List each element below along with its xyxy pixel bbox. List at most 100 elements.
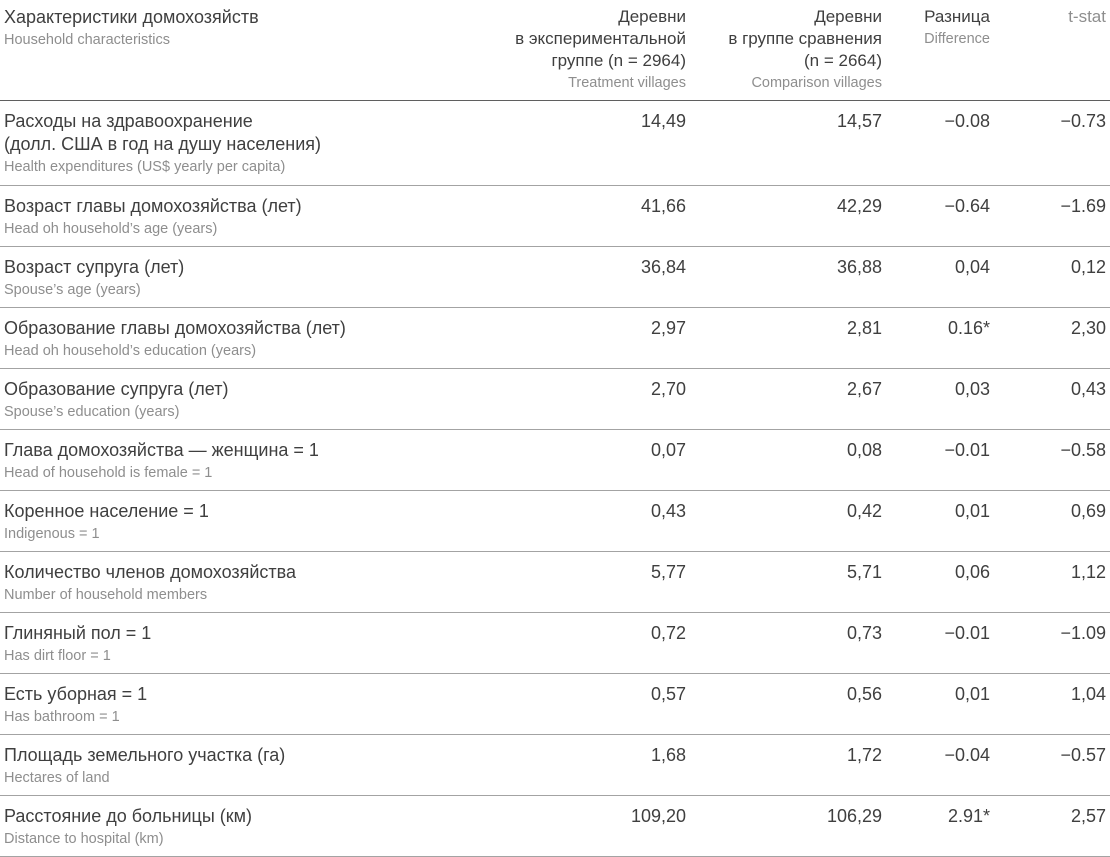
header-title-cell: Характеристики домохозяйств Household ch… [4,6,496,50]
comparison-value: 36,88 [836,257,882,277]
row-label-en: Distance to hospital (km) [4,831,164,847]
row-label-ru: Есть уборная = 1 [4,684,148,704]
row-label-en: Head oh household’s age (years) [4,221,218,237]
treatment-value: 0,57 [650,684,686,704]
row-label-en: Head of household is female = 1 [4,465,213,481]
row-label-cell: Площадь земельного участка (га) Hectares… [4,744,496,788]
header-comparison-column: Деревни в группе сравнения (n = 2664) Co… [686,6,882,93]
treatment-value: 0,07 [650,440,686,460]
difference-value: −0.64 [944,196,990,216]
table-row: Количество членов домохозяйства Number o… [0,552,1110,613]
comparison-value: 0,56 [846,684,882,704]
table-row: Возраст супруга (лет) Spouse’s age (year… [0,247,1110,308]
row-label-cell: Расходы на здравоохранение (долл. США в … [4,110,496,177]
comparison-value: 106,29 [826,806,882,826]
table-row: Глиняный пол = 1 Has dirt floor = 1 0,72… [0,613,1110,674]
row-label-ru: Коренное население = 1 [4,501,209,521]
table-row: Коренное население = 1 Indigenous = 1 0,… [0,491,1110,552]
header-tstat-label: t-stat [1068,7,1106,26]
row-label-cell: Есть уборная = 1 Has bathroom = 1 [4,683,496,727]
difference-value: −0.01 [944,623,990,643]
tstat-value: −1.69 [1060,196,1106,216]
table-row: Возраст главы домохозяйства (лет) Head o… [0,186,1110,247]
comparison-value: 0,42 [846,501,882,521]
tstat-value: 1,04 [1070,684,1106,704]
tstat-value: 0,43 [1070,379,1106,399]
row-label-cell: Расстояние до больницы (км) Distance to … [4,805,496,849]
row-label-cell: Возраст супруга (лет) Spouse’s age (year… [4,256,496,300]
difference-value: −0.04 [944,745,990,765]
table-title-ru: Характеристики домохозяйств [4,7,259,27]
table-row: Площадь земельного участка (га) Hectares… [0,735,1110,796]
row-label-en: Indigenous = 1 [4,526,100,542]
treatment-value: 2,70 [650,379,686,399]
difference-value: 0,06 [954,562,990,582]
comparison-value: 42,29 [836,196,882,216]
treatment-value: 14,49 [640,111,686,131]
row-label-ru: Возраст супруга (лет) [4,257,185,277]
comparison-value: 0,08 [846,440,882,460]
row-label-en: Spouse’s education (years) [4,404,180,420]
treatment-value: 109,20 [630,806,686,826]
treatment-value: 41,66 [640,196,686,216]
table-title-en: Household characteristics [4,32,171,48]
tstat-value: −1.09 [1060,623,1106,643]
header-treatment-ru: Деревни в экспериментальной группе (n = … [515,7,686,70]
difference-value: 0,01 [954,501,990,521]
row-label-cell: Образование супруга (лет) Spouse’s educa… [4,378,496,422]
row-label-cell: Глава домохозяйства — женщина = 1 Head o… [4,439,496,483]
row-label-en: Head oh household’s education (years) [4,343,257,359]
header-treatment-column: Деревни в экспериментальной группе (n = … [496,6,686,93]
table-row: Расходы на здравоохранение (долл. США в … [0,101,1110,186]
row-label-ru: Образование главы домохозяйства (лет) [4,318,346,338]
header-difference-ru: Разница [924,7,990,26]
difference-value: 0.16* [947,318,990,338]
difference-value: 0,04 [954,257,990,277]
row-label-en: Hectares of land [4,770,110,786]
header-difference-column: Разница Difference [882,6,990,49]
row-label-ru: Глава домохозяйства — женщина = 1 [4,440,319,460]
difference-value: 0,01 [954,684,990,704]
comparison-value: 5,71 [846,562,882,582]
tstat-value: −0.58 [1060,440,1106,460]
difference-value: −0.08 [944,111,990,131]
tstat-value: 0,12 [1070,257,1106,277]
table-row: Образование главы домохозяйства (лет) He… [0,308,1110,369]
row-label-ru: Количество членов домохозяйства [4,562,297,582]
tstat-value: −0.73 [1060,111,1106,131]
row-label-en: Has bathroom = 1 [4,709,120,725]
table-row: Глава домохозяйства — женщина = 1 Head o… [0,430,1110,491]
comparison-value: 14,57 [836,111,882,131]
treatment-value: 2,97 [650,318,686,338]
row-label-cell: Коренное население = 1 Indigenous = 1 [4,500,496,544]
table-row: Образование супруга (лет) Spouse’s educa… [0,369,1110,430]
row-label-ru: Расстояние до больницы (км) [4,806,253,826]
treatment-value: 0,43 [650,501,686,521]
header-difference-en: Difference [924,31,990,47]
difference-value: 0,03 [954,379,990,399]
row-label-ru: Площадь земельного участка (га) [4,745,286,765]
table-row: Есть уборная = 1 Has bathroom = 1 0,57 0… [0,674,1110,735]
tstat-value: 2,57 [1070,806,1106,826]
comparison-value: 2,67 [846,379,882,399]
row-label-en: Health expenditures (US$ yearly per capi… [4,159,286,175]
tstat-value: 0,69 [1070,501,1106,521]
row-label-cell: Возраст главы домохозяйства (лет) Head o… [4,195,496,239]
row-label-en: Has dirt floor = 1 [4,648,111,664]
tstat-value: −0.57 [1060,745,1106,765]
treatment-value: 1,68 [650,745,686,765]
comparison-value: 0,73 [846,623,882,643]
row-label-en: Number of household members [4,587,208,603]
row-label-ru: Глиняный пол = 1 [4,623,152,643]
row-label-ru: Возраст главы домохозяйства (лет) [4,196,302,216]
row-label-en: Spouse’s age (years) [4,282,141,298]
comparison-value: 2,81 [846,318,882,338]
difference-value: −0.01 [944,440,990,460]
row-label-cell: Образование главы домохозяйства (лет) He… [4,317,496,361]
table-header: Характеристики домохозяйств Household ch… [0,0,1110,101]
header-comparison-ru: Деревни в группе сравнения (n = 2664) [728,7,882,70]
row-label-cell: Количество членов домохозяйства Number o… [4,561,496,605]
difference-value: 2.91* [947,806,990,826]
table-row: Расстояние до больницы (км) Distance to … [0,796,1110,857]
